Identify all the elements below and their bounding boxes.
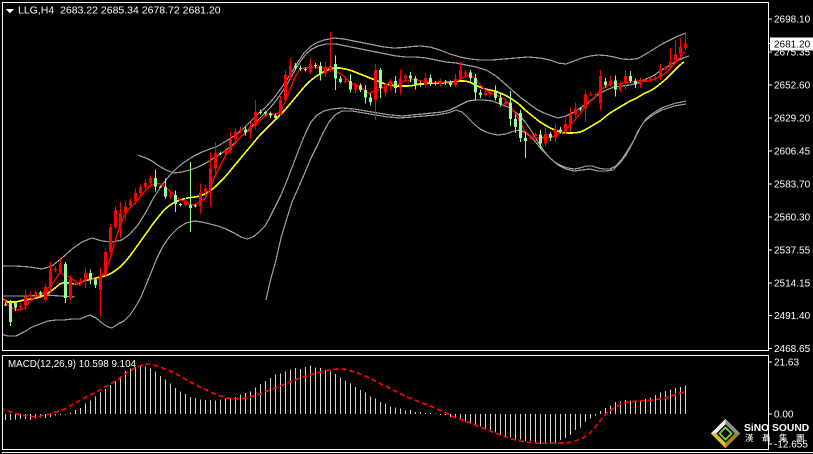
svg-text:2583.70: 2583.70 [774,179,811,190]
svg-text:2537.55: 2537.55 [774,245,811,256]
svg-text:2698.10: 2698.10 [774,15,811,26]
svg-text:0.00: 0.00 [774,410,794,421]
svg-text:2629.20: 2629.20 [774,113,811,124]
svg-text:2681.20: 2681.20 [774,40,811,51]
svg-text:21.63: 21.63 [774,358,799,369]
svg-text:2606.45: 2606.45 [774,146,811,157]
svg-text:SiNO SOUND: SiNO SOUND [744,423,809,434]
svg-text:LLG,H4 2683.22 2685.34 2678.7: LLG,H4 2683.22 2685.34 2678.72 2681.20 [18,5,221,17]
svg-text:2514.15: 2514.15 [774,278,811,289]
svg-text:MACD(12,26,9) 10.598 9.104: MACD(12,26,9) 10.598 9.104 [8,359,137,370]
svg-text:2560.30: 2560.30 [774,212,811,223]
svg-text:2491.40: 2491.40 [774,311,811,322]
svg-text:漢聶集團: 漢聶集團 [745,433,813,443]
svg-text:-12.655: -12.655 [774,440,808,451]
svg-text:2468.65: 2468.65 [774,344,811,355]
svg-text:2652.60: 2652.60 [774,80,811,91]
svg-text:2675.35: 2675.35 [774,48,811,59]
